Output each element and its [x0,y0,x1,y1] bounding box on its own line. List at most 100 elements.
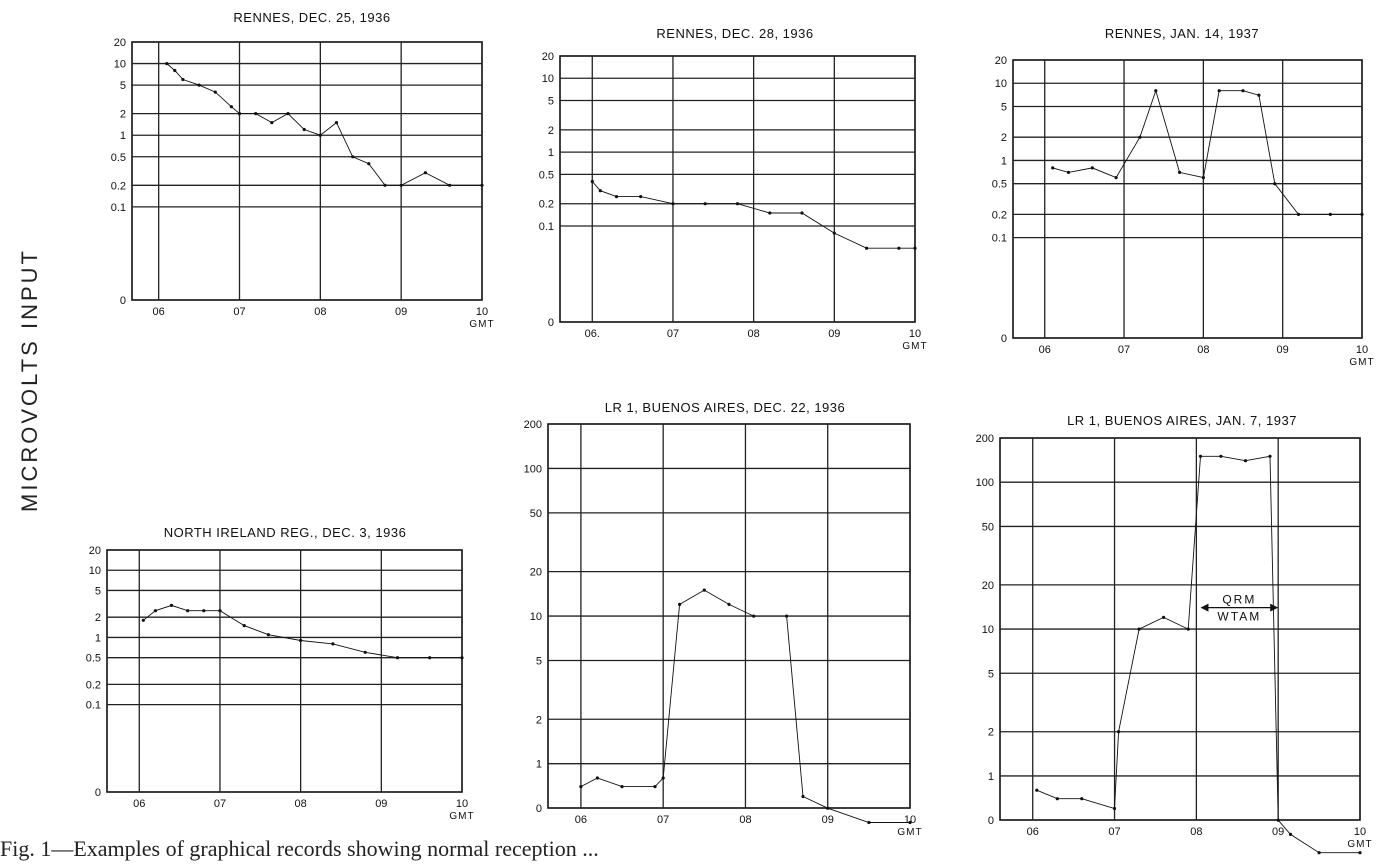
x-tick-label: 07 [1108,826,1120,838]
data-point [399,183,403,187]
data-point [423,171,427,175]
y-tick-label: 10 [982,624,994,636]
x-tick-label: 07 [667,328,679,340]
data-point [1288,832,1293,837]
plot-frame [106,549,463,793]
data-point [832,231,836,235]
data-point [1328,212,1332,216]
data-point [639,195,643,199]
data-point [395,656,400,660]
data-point [865,246,869,250]
y-tick-label: 1 [988,771,994,783]
data-point [1035,788,1039,792]
x-tick-label: 06. [585,328,600,340]
data-point [1317,851,1321,855]
data-point [768,211,772,215]
data-point [801,794,805,799]
y-tick-label: 0.1 [111,202,126,214]
y-tick-label: 1 [548,147,554,159]
data-point [266,633,270,637]
x-tick-label: 08 [295,798,307,810]
data-point [867,820,871,825]
y-tick-label: 2 [548,125,554,137]
x-unit-label: GMT [1349,357,1374,368]
x-tick-label: 08 [314,306,326,318]
x-tick-label: 10 [904,814,916,826]
data-point [197,83,201,87]
y-tick-label: 5 [988,668,994,680]
y-tick-label: 20 [982,580,994,592]
data-point [302,127,306,132]
data-point [800,211,804,215]
data-point [1138,135,1142,139]
data-point [1117,730,1121,734]
data-point [383,183,387,187]
data-point [1090,166,1094,170]
data-point [1186,627,1190,631]
y-tick-label: 10 [89,565,101,577]
data-point [1154,89,1158,93]
data-point [1257,93,1261,97]
data-point [254,112,258,116]
data-point [1360,212,1364,216]
data-point [153,609,157,613]
x-tick-label: 06 [1039,344,1051,356]
data-point [1273,182,1277,186]
y-tick-label: 100 [524,463,542,475]
data-point [1051,166,1055,170]
data-point [897,246,901,250]
data-trace [1052,89,1362,215]
data-point [351,155,355,159]
y-tick-label: 10 [995,78,1007,90]
y-tick-label: 0.2 [86,679,101,691]
data-point [213,90,217,94]
x-tick-label: 06 [575,814,587,826]
data-point [661,776,665,780]
x-tick-label: 10 [456,798,468,810]
x-tick-label: 08 [1197,344,1209,356]
x-unit-label: GMT [449,811,474,822]
data-point [735,202,740,206]
x-tick-label: 09 [1272,826,1284,838]
data-point [1268,454,1272,458]
data-point [614,195,619,199]
x-tick-label: 08 [739,814,751,826]
plot-frame [559,55,916,323]
y-tick-label: 1 [1001,155,1007,167]
x-tick-label: 10 [1354,826,1366,838]
data-point [595,776,600,780]
data-point [1178,170,1182,174]
data-point [703,202,707,206]
y-tick-label: 10 [530,611,542,623]
data-point [1137,627,1141,631]
y-tick-label: 2 [1001,132,1007,144]
y-tick-label: 10 [542,73,554,85]
y-tick-label: 50 [530,508,542,520]
data-point [363,650,367,654]
y-tick-label: 10 [114,59,126,71]
data-point [181,77,185,82]
y-tick-label: 20 [995,55,1007,67]
y-tick-label: 0.2 [539,199,554,211]
y-tick-label: 5 [536,656,542,668]
x-tick-label: 10 [909,328,921,340]
data-point [186,609,190,613]
plot-frame [1012,59,1363,339]
data-point [908,820,912,825]
y-tick-label: 0 [95,787,101,799]
data-trace [1036,455,1360,854]
data-trace [580,589,910,823]
data-point [579,785,583,789]
data-point [590,179,594,184]
data-trace [166,63,482,186]
data-point [1201,176,1205,180]
y-tick-label: 5 [548,95,554,107]
chart-title: LR 1, BUENOS AIRES, JAN. 7, 1937 [1067,413,1297,428]
data-point [671,202,675,206]
x-tick-label: 07 [1118,344,1130,356]
x-tick-label: 06 [1027,826,1039,838]
chart-panel: LR 1, BUENOS AIRES, DEC. 22, 19362001005… [524,400,922,838]
data-point [1276,818,1280,822]
y-tick-label: 0.5 [992,179,1007,191]
data-point [1217,89,1221,93]
